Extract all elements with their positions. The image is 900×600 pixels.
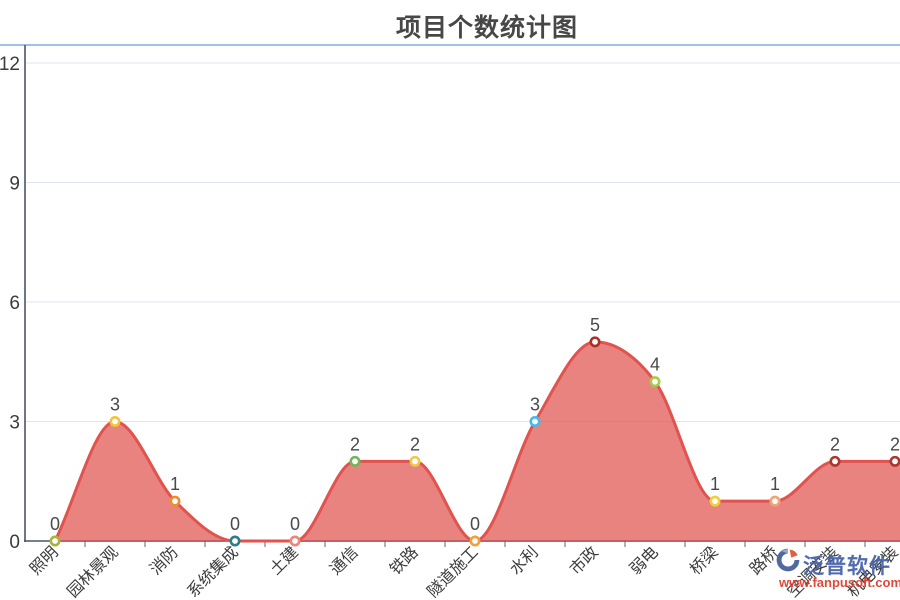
data-point-marker[interactable] xyxy=(769,495,781,507)
value-label: 2 xyxy=(410,434,420,454)
data-point-marker[interactable] xyxy=(469,535,481,547)
y-axis-label: 0 xyxy=(9,532,20,553)
x-axis-label: 消防 xyxy=(146,543,181,578)
data-point-marker[interactable] xyxy=(289,535,301,547)
value-label: 0 xyxy=(50,514,60,534)
x-axis-label: 水利 xyxy=(506,543,541,578)
data-point-marker[interactable] xyxy=(409,455,421,467)
value-label: 2 xyxy=(350,434,360,454)
data-point-marker[interactable] xyxy=(49,535,61,547)
data-point-marker[interactable] xyxy=(649,376,661,388)
x-axis-label: 土建 xyxy=(266,543,301,578)
value-label: 3 xyxy=(530,395,540,415)
panel-top-border-line xyxy=(0,44,900,46)
y-axis-label: 3 xyxy=(9,413,20,434)
y-axis-label: 9 xyxy=(9,174,20,195)
value-label: 3 xyxy=(110,395,120,415)
value-label: 0 xyxy=(230,514,240,534)
data-point-marker[interactable] xyxy=(169,495,181,507)
x-axis-label: 市政 xyxy=(566,543,601,578)
data-point-marker[interactable] xyxy=(349,455,361,467)
value-label: 2 xyxy=(890,434,900,454)
data-point-marker[interactable] xyxy=(709,495,721,507)
x-axis-label: 系统集成 xyxy=(184,543,242,600)
data-point-marker[interactable] xyxy=(229,535,241,547)
value-label: 0 xyxy=(290,514,300,534)
value-label: 1 xyxy=(770,474,780,494)
watermark-url-text: www.fanpusoft.com xyxy=(779,575,900,590)
x-axis-label: 铁路 xyxy=(386,543,421,578)
y-axis-label: 12 xyxy=(0,54,20,75)
x-axis-label: 通信 xyxy=(326,543,361,578)
y-axis-label: 6 xyxy=(9,293,20,314)
watermark-brand-text: 泛普软件 xyxy=(803,555,891,578)
data-point-marker[interactable] xyxy=(829,455,841,467)
x-axis-label: 隧道施工 xyxy=(424,543,482,600)
fanpu-logo-icon xyxy=(776,548,800,572)
x-axis-label: 照明 xyxy=(26,543,61,578)
x-axis-label: 桥梁 xyxy=(686,543,721,578)
data-point-marker[interactable] xyxy=(529,415,541,427)
value-label: 0 xyxy=(470,514,480,534)
data-point-marker[interactable] xyxy=(589,336,601,348)
watermark: 泛普软件 www.fanpusoft.com xyxy=(775,544,900,594)
value-label: 4 xyxy=(650,355,660,375)
data-point-marker[interactable] xyxy=(109,415,121,427)
value-label: 1 xyxy=(710,474,720,494)
area-fill xyxy=(55,341,900,541)
chart-title: 项目个数统计图 xyxy=(395,14,579,42)
data-point-marker[interactable] xyxy=(889,455,900,467)
x-axis-label: 弱电 xyxy=(626,543,661,578)
value-label: 5 xyxy=(590,315,600,335)
value-label: 1 xyxy=(170,474,180,494)
value-label: 2 xyxy=(830,434,840,454)
x-axis-label: 园林景观 xyxy=(64,543,122,600)
